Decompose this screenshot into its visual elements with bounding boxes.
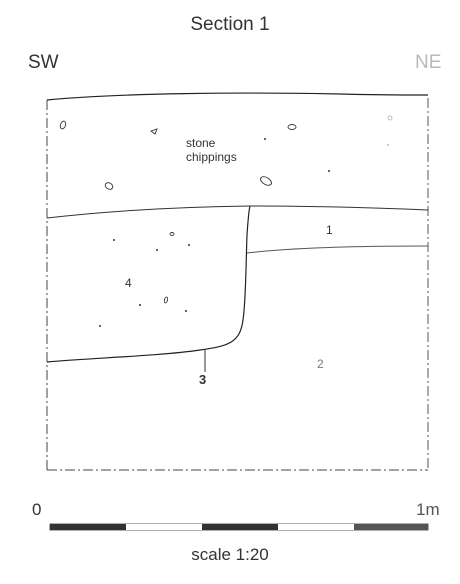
orientation-ne-label: NE [415,52,442,73]
stone-chippings-label: stone chippings [186,136,276,164]
stone-chippings-inclusions [59,115,393,190]
small-stone-dot [156,249,158,251]
scale-start-label: 0 [32,500,42,519]
ground-surface-line [46,92,429,101]
scale-end-label: 1m [416,500,440,519]
stone-chippings-label-line1: stone [186,136,216,150]
context-2-label: 2 [317,357,324,371]
scale-ratio-label: scale 1:20 [191,545,269,564]
cut-3-line [46,205,251,363]
layer-4-stones [163,232,175,304]
small-stone-dot [139,304,141,306]
scale-segment-dark [202,524,278,530]
section-title: Section 1 [190,14,270,35]
stone-inclusion [104,182,114,190]
stone-chippings-base-line [46,205,429,219]
small-stone-dot [188,244,190,246]
layer-1-base-line [246,245,429,254]
stone-inclusion [163,296,169,304]
small-stone-dot [185,310,187,312]
small-stone-dot [387,144,389,146]
stone-inclusion [150,128,158,135]
stone-inclusion [287,124,297,130]
stone-inclusion [260,176,272,186]
scale-segment-dark [50,524,126,530]
scale-segment-light [278,524,354,530]
stone-chippings-dots [264,138,389,172]
orientation-sw-label: SW [28,52,59,73]
stone-inclusion [169,232,175,236]
stone-inclusion [387,115,393,121]
context-3-label: 3 [199,372,207,387]
scale-segment-light [126,524,202,530]
context-1-label: 1 [326,223,333,237]
small-stone-dot [113,239,115,241]
layer-4-inclusions [99,239,190,327]
scale-bar [49,523,429,531]
scale-segment-dark [354,524,428,530]
small-stone-dot [328,170,330,172]
small-stone-dot [264,138,266,140]
stone-chippings-label-line2: chippings [186,150,237,164]
small-stone-dot [99,325,101,327]
context-4-label: 4 [125,276,132,290]
stone-inclusion [59,120,67,130]
